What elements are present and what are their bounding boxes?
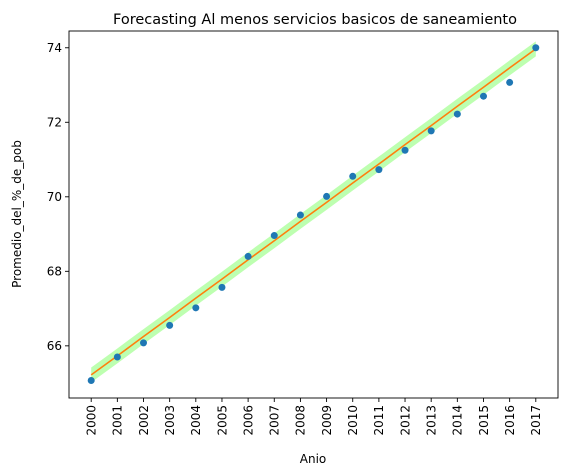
x-tick-label: 2011 [372,405,386,436]
data-point-2013 [427,127,435,135]
y-tick-label: 68 [47,265,62,279]
x-tick-label: 2003 [163,405,177,436]
x-tick-label: 2007 [268,405,282,436]
data-point-2010 [349,172,357,180]
data-point-2012 [401,146,409,154]
chart-title: Forecasting Al menos servicios basicos d… [113,12,517,28]
data-point-2001 [113,353,121,361]
data-point-2000 [87,376,95,384]
data-point-2016 [506,78,514,86]
x-tick-label: 2001 [111,405,125,436]
x-tick-label: 2005 [215,405,229,436]
x-tick-label: 2016 [503,405,517,436]
data-point-2007 [270,232,278,240]
x-tick-label: 2008 [294,405,308,436]
plot-frame [68,30,559,399]
observed-points-layer [87,44,540,384]
data-point-2008 [296,211,304,219]
y-tick-label: 66 [47,339,62,353]
y-tick-label: 70 [47,190,62,204]
forecast-line-layer [90,48,537,376]
x-tick-label: 2009 [320,405,334,436]
x-axis-label: Anio [300,452,327,466]
x-tick-label: 2014 [451,405,465,436]
x-tick-label: 2000 [85,405,99,436]
x-tick-label: 2002 [137,405,151,436]
x-axis: 2000 2001 2002 2003 2004 2005 2006 2007 2008 2009… [85,398,543,436]
x-tick-label: 2004 [189,405,203,436]
data-point-2002 [140,339,148,347]
y-axis-label: Promedio_del_%_de_pob [10,140,24,288]
x-tick-label: 2010 [346,405,360,436]
x-tick-label: 2013 [424,405,438,436]
data-point-2003 [166,321,174,329]
data-point-2004 [192,304,200,312]
x-tick-label: 2017 [529,405,543,436]
data-point-2014 [453,110,461,118]
y-tick-label: 74 [47,41,62,55]
x-tick-label: 2015 [477,405,491,436]
x-tick-label: 2012 [398,405,412,436]
data-point-2006 [244,252,252,260]
data-point-2015 [479,92,487,100]
data-point-2011 [375,166,383,174]
y-tick-label: 72 [47,116,62,130]
x-tick-label: 2006 [241,405,255,436]
data-point-2017 [532,44,540,52]
data-point-2005 [218,283,226,291]
forecast-line [90,48,537,376]
data-point-2009 [323,192,331,200]
y-axis: 66 68 70 72 74 [47,41,69,353]
